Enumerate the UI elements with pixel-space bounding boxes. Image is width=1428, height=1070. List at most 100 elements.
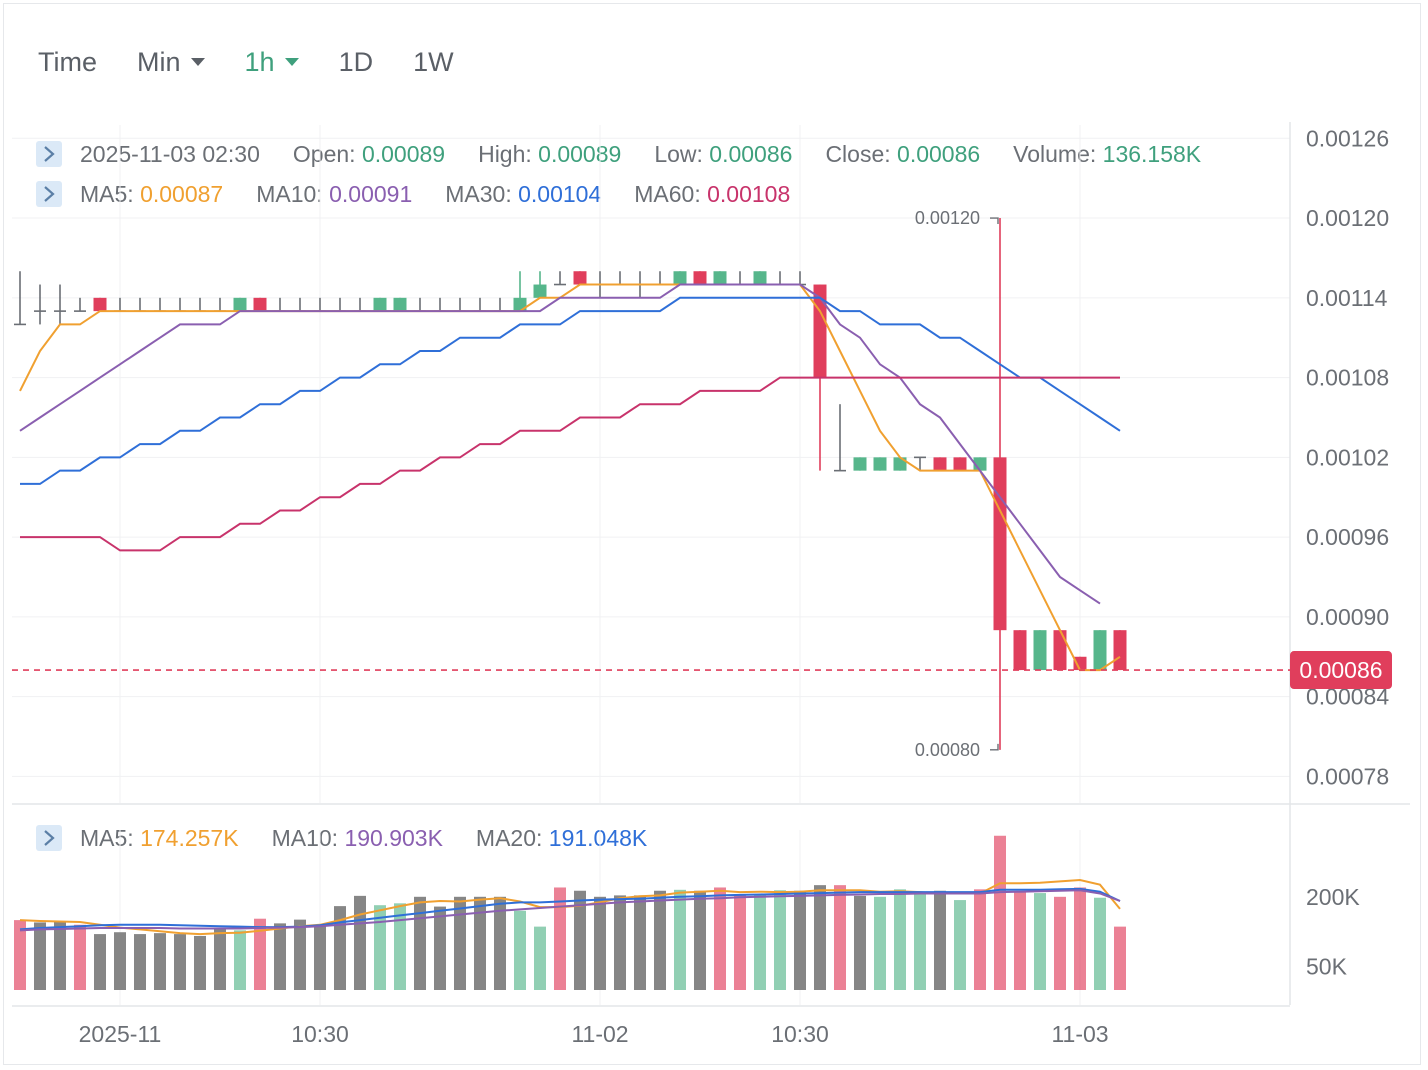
volume-bar <box>1094 897 1106 990</box>
volume-bar <box>354 895 366 990</box>
low-label: Low: <box>654 140 703 167</box>
ohlc-close: Close: 0.00086 <box>825 141 980 168</box>
volume-bar <box>974 889 986 990</box>
price-tick-label: 0.00090 <box>1306 604 1389 630</box>
ma30-value: 0.00104 <box>518 180 602 207</box>
volume-bar <box>954 900 966 990</box>
expand-chevron-icon[interactable] <box>36 181 62 207</box>
volume-bar <box>694 890 706 990</box>
tab-min-label: Min <box>137 46 181 77</box>
expand-chevron-icon[interactable] <box>36 825 62 851</box>
tab-1h-label: 1h <box>244 46 275 77</box>
high-value: 0.00089 <box>538 140 622 167</box>
ma-line-ma10 <box>19 283 1101 605</box>
tab-time[interactable]: Time <box>38 47 97 78</box>
last-price-badge <box>1290 651 1392 690</box>
tab-1h[interactable]: 1h <box>245 47 299 78</box>
caret-down-icon <box>284 58 299 66</box>
volume-bar <box>514 910 526 990</box>
tab-min[interactable]: Min <box>137 47 205 78</box>
volume-bar <box>594 896 606 990</box>
volume-bar <box>794 890 806 990</box>
volume-bar <box>254 918 266 990</box>
annotation-marker <box>990 217 999 225</box>
tab-1d[interactable]: 1D <box>339 47 374 78</box>
volume-bar <box>734 895 746 990</box>
volume-bar <box>454 896 466 990</box>
tab-1w-label: 1W <box>413 46 454 77</box>
volume-bar <box>134 934 146 990</box>
time-tick-label: 11-02 <box>571 1021 628 1047</box>
close-value: 0.00086 <box>897 140 981 167</box>
candle-body <box>933 457 947 471</box>
volume-bar <box>474 896 486 990</box>
volume-bar <box>674 889 686 990</box>
volume-ma-line-ma20 <box>19 889 1121 932</box>
volume-bar <box>834 885 846 990</box>
ohlc-legend: 2025-11-03 02:30 Open: 0.00089 High: 0.0… <box>36 140 1234 168</box>
caret-down-icon <box>190 58 205 66</box>
tab-1w[interactable]: 1W <box>413 47 454 78</box>
time-tick-label: 10:30 <box>291 1021 349 1047</box>
ohlc-datetime: 2025-11-03 02:30 <box>80 140 260 167</box>
open-label: Open: <box>292 140 356 167</box>
volume-bar <box>714 887 726 990</box>
volume-bar <box>214 927 226 990</box>
candle-body <box>673 271 687 285</box>
volume-bar <box>194 935 206 990</box>
ma-line-ma60 <box>20 376 1120 552</box>
volume-bar <box>74 924 86 990</box>
candle-body <box>233 297 247 312</box>
volume-bar <box>274 923 286 990</box>
price-tick-label: 0.00108 <box>1306 365 1389 391</box>
candle-body <box>713 271 727 285</box>
volume-bar <box>874 896 886 990</box>
ma30-label: MA30: <box>445 180 512 207</box>
volume-bar <box>34 922 46 990</box>
volume-bar <box>654 890 666 990</box>
volume-bar <box>154 933 166 990</box>
volume-bar <box>374 905 386 990</box>
volume-label: Volume: <box>1013 140 1097 167</box>
candle-body <box>1013 630 1027 671</box>
vol-ma10-value: 190.903K <box>344 824 443 851</box>
candle-body <box>993 457 1007 631</box>
expand-chevron-icon[interactable] <box>36 141 62 167</box>
volume-tick-label: 50K <box>1306 954 1348 980</box>
candle-body <box>953 457 967 471</box>
price-tick-label: 0.00120 <box>1306 205 1389 231</box>
volume-value: 136.158K <box>1102 140 1202 167</box>
candle-body <box>93 297 107 312</box>
volume-bar <box>294 919 306 990</box>
annotation-label: 0.00080 <box>915 740 980 760</box>
ma60-value: 0.00108 <box>707 180 791 207</box>
volume-bar <box>534 926 546 990</box>
volume-bar <box>394 903 406 990</box>
volume-bar <box>1014 892 1026 990</box>
volume-ma-line-ma10 <box>19 887 1121 931</box>
volume-bar <box>894 889 906 990</box>
candle-body <box>533 284 547 298</box>
candle-body <box>1073 656 1087 671</box>
volume-bar <box>14 920 26 990</box>
volume-bar <box>234 930 246 990</box>
vol-ma5-legend: MA5: 174.257K <box>80 825 239 852</box>
ma5-value: 0.00087 <box>140 180 224 207</box>
vol-ma20-legend: MA20: 191.048K <box>476 825 647 852</box>
candle-body <box>1033 630 1047 671</box>
volume-bar <box>414 896 426 990</box>
ma10-legend: MA10: 0.00091 <box>256 181 412 208</box>
interval-tabs: Time Min 1h 1D 1W <box>38 40 494 84</box>
volume-bar <box>54 921 66 990</box>
ma5-legend: MA5: 0.00087 <box>80 181 223 208</box>
volume-bar <box>1034 893 1046 990</box>
vol-ma20-label: MA20: <box>475 824 543 851</box>
candle-body <box>873 457 887 471</box>
vol-ma20-value: 191.048K <box>548 824 648 851</box>
time-tick-label: 2025-11 <box>79 1021 162 1047</box>
open-value: 0.00089 <box>361 140 446 167</box>
volume-bar <box>314 926 326 990</box>
annotation-marker <box>990 743 999 751</box>
ma5-label: MA5: <box>80 180 134 207</box>
